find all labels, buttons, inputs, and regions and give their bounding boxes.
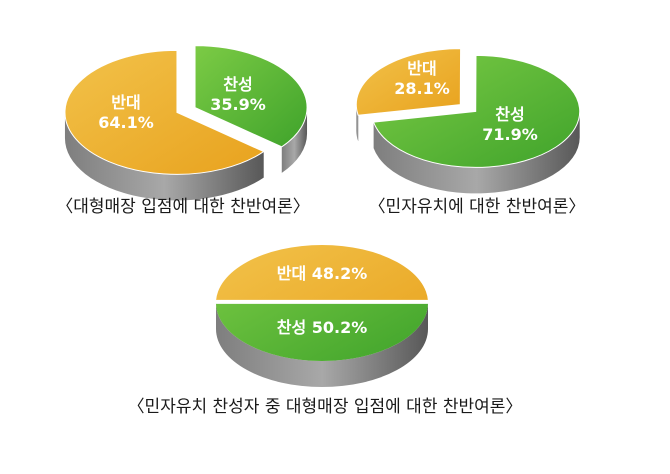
pie-side-band bbox=[373, 111, 580, 194]
pie-slice-oppose bbox=[64, 49, 265, 175]
slice-name-label-0: 찬성 bbox=[223, 75, 252, 94]
pie-side-band bbox=[64, 112, 264, 201]
pie-side-band bbox=[281, 107, 308, 173]
slice-name-label-1: 반대 bbox=[111, 93, 140, 112]
slice-name-label-1: 찬성 bbox=[495, 105, 524, 124]
slice-value-label-0: 28.1% bbox=[394, 79, 450, 98]
pie-side-band bbox=[216, 303, 428, 387]
pie-chart-supporters-store-entry: 반대 48.2% 찬성 50.2% bbox=[216, 245, 428, 387]
slice-value-label-0: 35.9% bbox=[210, 95, 266, 114]
pie-side-band bbox=[356, 104, 359, 142]
slice-value-label-1: 71.9% bbox=[482, 125, 538, 144]
pie-slice-oppose bbox=[216, 245, 428, 300]
caption-private-investment: 〈민자유치에 대한 찬반여론〉 bbox=[369, 197, 586, 217]
pie-slice-support bbox=[194, 45, 308, 148]
pie-slice-support bbox=[216, 303, 428, 361]
slice-value-label-1: 64.1% bbox=[98, 113, 154, 132]
pie-slice-support bbox=[372, 54, 581, 168]
caption-supporters-store-entry: 〈민자유치 찬성자 중 대형매장 입점에 대한 찬반여론〉 bbox=[128, 397, 523, 417]
pie-slice-oppose bbox=[355, 48, 462, 116]
slice-label-1: 찬성 50.2% bbox=[277, 318, 368, 337]
slice-label-0: 반대 48.2% bbox=[277, 264, 368, 283]
slice-name-label-0: 반대 bbox=[407, 59, 436, 78]
caption-store-entry: 〈대형매장 입점에 대한 찬반여론〉 bbox=[56, 197, 310, 217]
